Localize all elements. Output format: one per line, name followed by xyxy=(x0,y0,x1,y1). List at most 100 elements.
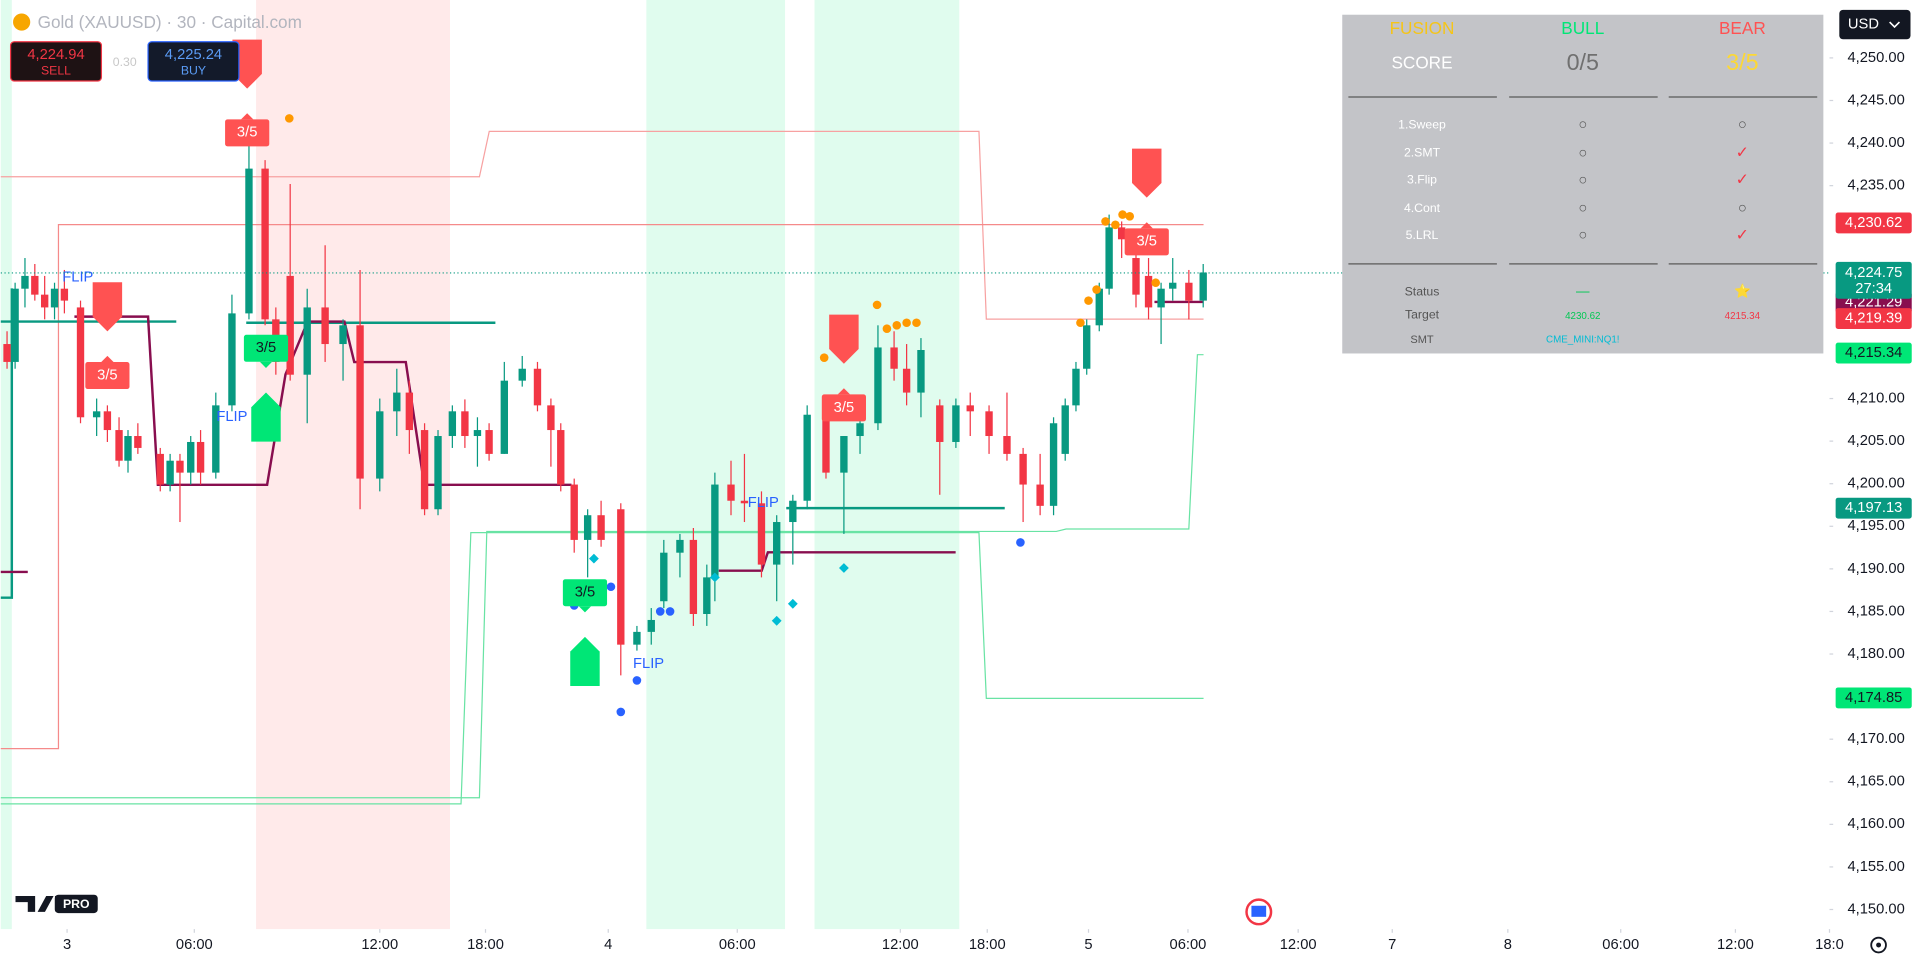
signal-box xyxy=(821,394,866,422)
signal-pointer xyxy=(837,388,851,395)
candle-body xyxy=(518,368,526,381)
candle-body xyxy=(822,414,830,473)
price-tag-label: 4,197.13 xyxy=(1845,500,1902,516)
flip-label: FLIP xyxy=(62,270,93,286)
candle-body xyxy=(485,430,493,454)
marker xyxy=(1084,296,1093,305)
price-tag-label: 4,215.34 xyxy=(1845,345,1902,361)
x-tick-label: 5 xyxy=(1084,937,1092,953)
candle-body xyxy=(1072,368,1080,406)
candle-body xyxy=(434,436,442,510)
candle-body xyxy=(448,411,457,437)
candle-body xyxy=(103,411,112,431)
candle-body xyxy=(21,275,29,289)
flip-label: FLIP xyxy=(216,409,247,425)
candle-body xyxy=(917,350,925,393)
gear-center[interactable] xyxy=(1876,942,1882,948)
flip-label: FLIP xyxy=(633,656,664,672)
marker xyxy=(882,324,892,334)
candle-body xyxy=(1019,453,1027,485)
sell-label[interactable]: SELL xyxy=(41,63,71,77)
candle-body xyxy=(356,325,364,479)
gear-icon[interactable] xyxy=(1870,936,1887,954)
symbol-icon xyxy=(13,13,31,31)
row-bear: ✓ xyxy=(1736,227,1749,244)
row-bear: ✓ xyxy=(1736,172,1749,189)
y-tick-label: 4,245.00 xyxy=(1847,92,1904,108)
candle-body xyxy=(597,515,605,540)
marker xyxy=(1092,285,1101,294)
signal-label: 3/5 xyxy=(97,367,117,383)
candle-body xyxy=(660,552,668,602)
marker xyxy=(632,676,642,685)
target-bear: 4215.34 xyxy=(1725,311,1761,322)
x-tick-label: 12:00 xyxy=(1280,937,1317,953)
candle-body xyxy=(773,522,781,565)
logo-mark xyxy=(15,895,63,912)
y-tick-label: 4,165.00 xyxy=(1847,774,1904,790)
candle-body xyxy=(1157,288,1165,308)
row-bear: ○ xyxy=(1738,117,1747,133)
y-tick-label: 4,180.00 xyxy=(1847,646,1904,662)
candle-body xyxy=(1003,436,1011,454)
currency-button[interactable]: USD xyxy=(1839,9,1911,40)
y-tick-label: 4,195.00 xyxy=(1847,518,1904,534)
session-shade xyxy=(256,0,450,930)
candle-body xyxy=(500,380,509,454)
sell-box[interactable] xyxy=(9,41,103,82)
event-flag[interactable] xyxy=(1245,898,1273,926)
x-tick-label: 06:00 xyxy=(719,937,756,953)
event-icon-flag[interactable] xyxy=(1251,905,1267,917)
row-label: 2.SMT xyxy=(1404,146,1441,160)
candle-body xyxy=(321,307,329,345)
candle-body xyxy=(727,484,735,501)
signal-arrow xyxy=(232,39,262,89)
candle-body xyxy=(1061,405,1069,454)
marker xyxy=(1125,212,1135,221)
candle-body xyxy=(789,500,797,523)
y-tick-label: 4,190.00 xyxy=(1847,561,1904,577)
x-tick-label: 3 xyxy=(63,937,71,953)
plot: 3/5 3/5 3/5 3/5 3/5 3/5 FLIP FLIP FLIP FLIP xyxy=(0,39,1830,717)
y-tick-label: 4,160.00 xyxy=(1847,816,1904,832)
candle-body xyxy=(245,168,253,314)
y-tick-label: 4,185.00 xyxy=(1847,603,1904,619)
candle-body xyxy=(703,577,711,614)
sell-price[interactable]: 4,224.94 xyxy=(27,47,84,63)
candle-body xyxy=(31,275,39,295)
y-tick-label: 4,250.00 xyxy=(1847,50,1904,66)
sell-button[interactable]: 4,224.94 SELL xyxy=(9,41,103,82)
signal-box xyxy=(225,119,270,147)
currency-label[interactable]: USD xyxy=(1848,16,1879,32)
candle-body xyxy=(985,411,993,437)
currency-box[interactable] xyxy=(1839,9,1911,40)
symbol-title: Gold (XAUUSD) · 30 · Capital.com xyxy=(38,12,302,32)
level-line xyxy=(0,130,1204,320)
buy-price[interactable]: 4,225.24 xyxy=(165,47,222,63)
candle-body xyxy=(176,460,184,473)
row-bull: ○ xyxy=(1578,145,1587,161)
session-shade xyxy=(646,0,786,930)
candle-body xyxy=(1049,423,1058,506)
candle-body xyxy=(874,347,882,424)
candle-body xyxy=(1083,325,1091,369)
settings[interactable] xyxy=(1870,936,1887,954)
candle-body xyxy=(461,411,469,437)
chevron[interactable] xyxy=(1889,21,1901,29)
x-tick-label: 7 xyxy=(1388,937,1396,953)
candle-body xyxy=(647,619,655,632)
candle-body xyxy=(187,441,195,473)
candle-body xyxy=(405,392,414,431)
candle-body xyxy=(393,392,401,412)
buy-button[interactable]: 4,225.24 BUY xyxy=(147,41,240,82)
marker xyxy=(787,598,798,609)
row-label: 3.Flip xyxy=(1407,173,1437,187)
buy-box[interactable] xyxy=(147,41,240,82)
price-tag-label: 4,230.62 xyxy=(1845,215,1902,231)
marker xyxy=(1151,278,1161,288)
y-tick-label: 4,235.00 xyxy=(1847,178,1904,194)
signal-pointer xyxy=(101,355,114,363)
session-shade xyxy=(0,0,12,930)
buy-label[interactable]: BUY xyxy=(181,63,206,77)
